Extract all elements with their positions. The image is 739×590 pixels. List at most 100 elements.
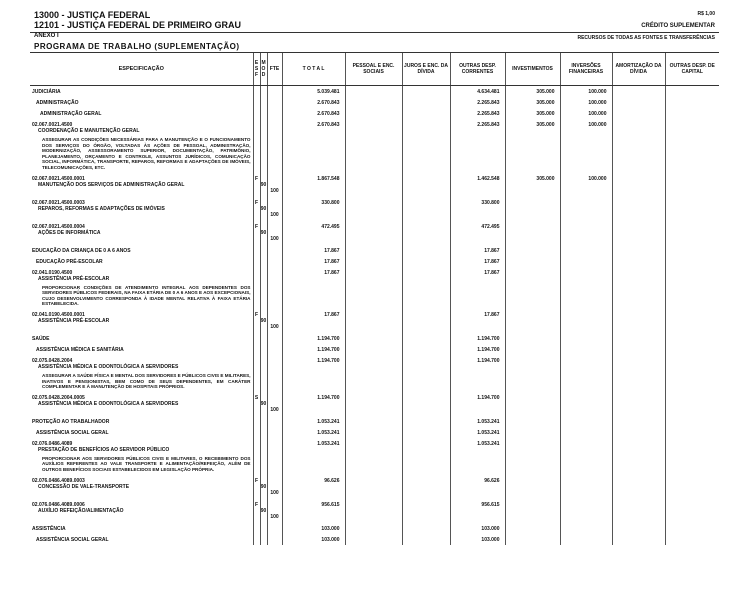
program-code: 02.076.0486.4089.0003 (32, 477, 85, 484)
value-cell (664, 474, 719, 499)
value-cell: 103.000 (449, 533, 505, 545)
fte-cell: 100 (266, 220, 282, 245)
value-cell (504, 437, 560, 475)
fte-cell (266, 533, 282, 545)
value-cell (664, 437, 719, 475)
table-row: 02.076.0486.4089.0003 CONCESSÃO DE VALE-T… (30, 474, 719, 499)
value-cell (401, 332, 450, 344)
value-cell (401, 533, 450, 545)
fte-cell (266, 332, 282, 344)
value-cell (344, 498, 402, 523)
program-code: 02.067.0021.4500.0004 (32, 223, 85, 230)
fte-cell (266, 119, 282, 173)
table-row: 02.075.0428.2004 ASSISTÊNCIA MÉDICA E ODO… (30, 354, 719, 392)
fte-cell (266, 343, 282, 355)
fte: 100 (270, 406, 279, 413)
fte-cell (266, 97, 282, 108)
esf-cell: F (252, 474, 260, 499)
value-cell (559, 415, 612, 427)
value-cell (559, 196, 612, 221)
value-cell (504, 391, 560, 416)
program-code: 02.075.0428.2004 (32, 357, 73, 364)
mod-cell (259, 332, 267, 344)
esf-cell (252, 533, 260, 545)
value-cell (559, 266, 612, 309)
amount: 1.194.700 (317, 335, 340, 342)
value-cell (664, 426, 719, 438)
esf: F (254, 175, 259, 182)
mod-cell (259, 533, 267, 545)
row-title: ASSISTÊNCIA PRÉ-ESCOLAR (38, 275, 110, 282)
column-header: OUTRAS DESP. CORRENTES (449, 52, 505, 86)
specification-cell: ASSISTÊNCIA (30, 523, 253, 534)
row-description: ASSEGURAR A SAÚDE FÍSICA E MENTAL DOS SE… (42, 372, 251, 390)
rule (30, 32, 719, 33)
value-cell: 1.053.241 (281, 437, 345, 475)
esf-cell: F (252, 498, 260, 523)
specification-cell: EDUCAÇÃO PRÉ-ESCOLAR (30, 256, 253, 267)
mod-cell: 90 (259, 172, 267, 197)
row-title: COORDENAÇÃO E MANUTENÇÃO GERAL (38, 128, 140, 134)
value-cell (401, 474, 450, 499)
mod-cell (259, 97, 267, 108)
value-cell: 100.000 (559, 97, 612, 108)
esf-cell: S (252, 391, 260, 416)
value-cell (401, 97, 450, 108)
specification-cell: 02.075.0428.2004 ASSISTÊNCIA MÉDICA E ODO… (30, 355, 253, 392)
mod: 90 (260, 400, 267, 407)
amount: 96.626 (484, 477, 500, 484)
row-title: ASSISTÊNCIA MÉDICA E SANITÁRIA (36, 346, 124, 353)
value-cell: 472.495 (449, 220, 505, 245)
value-cell: 17.867 (281, 308, 345, 333)
amount: 1.462.548 (477, 175, 500, 182)
value-cell: 1.194.700 (449, 391, 505, 416)
esf-cell (252, 354, 260, 392)
fte-cell: 100 (266, 498, 282, 523)
table-row: SAÚDE 1.194.700 1.194.700 (30, 332, 719, 344)
row-title: JUDICIÁRIA (32, 89, 61, 95)
amount: 2.265.843 (477, 122, 500, 128)
esf-cell: F (252, 196, 260, 221)
fte-cell (266, 437, 282, 475)
specification-cell: ADMINISTRAÇÃO (30, 97, 253, 108)
row-title: ASSISTÊNCIA (32, 525, 66, 532)
value-cell (344, 108, 402, 119)
value-cell: 5.039.481 (281, 85, 345, 97)
amount: 100.000 (588, 111, 607, 117)
value-cell (401, 522, 450, 534)
specification-cell: 02.075.0428.2004.0005 ASSISTÊNCIA MÉDICA … (30, 392, 253, 416)
fte-cell (266, 244, 282, 256)
program-code: 02.076.0486.4089.0006 (32, 501, 85, 508)
value-cell (344, 354, 402, 392)
value-cell (344, 522, 402, 534)
annex: ANEXO I (34, 33, 59, 39)
value-cell (344, 391, 402, 416)
amount: 1.053.241 (477, 418, 500, 425)
value-cell: 2.265.843 (449, 119, 505, 173)
row-title: AÇÕES DE INFORMÁTICA (38, 229, 101, 236)
value-cell (401, 498, 450, 523)
value-cell (401, 244, 450, 256)
table-row: JUDICIÁRIA 5.039.481 4.634.481 305.000 100.0… (30, 85, 719, 97)
fte-cell: 100 (266, 172, 282, 197)
row-title: ASSISTÊNCIA SOCIAL GERAL (36, 536, 109, 543)
table-row: EDUCAÇÃO PRÉ-ESCOLAR 17.867 17.867 (30, 255, 719, 267)
fte-cell (266, 255, 282, 267)
value-cell: 305.000 (504, 97, 560, 108)
value-cell: 1.194.700 (449, 354, 505, 392)
value-cell (344, 266, 402, 309)
amount: 1.053.241 (317, 418, 340, 425)
value-cell (401, 426, 450, 438)
amount: 330.800 (321, 199, 340, 206)
value-cell (504, 533, 560, 545)
value-cell: 17.867 (281, 255, 345, 267)
amount: 305.000 (536, 111, 555, 117)
value-cell (504, 415, 560, 427)
row-title: ADMINISTRAÇÃO (36, 100, 79, 106)
value-cell: 103.000 (281, 533, 345, 545)
row-title: MANUTENÇÃO DOS SERVIÇOS DE ADMINISTRAÇÃO… (38, 181, 185, 188)
table-row: ASSISTÊNCIA MÉDICA E SANITÁRIA 1.194.700 1… (30, 343, 719, 355)
table-row: EDUCAÇÃO DA CRIANÇA DE 0 A 6 ANOS 17.867 1… (30, 244, 719, 256)
specification-cell: ASSISTÊNCIA SOCIAL GERAL (30, 427, 253, 438)
